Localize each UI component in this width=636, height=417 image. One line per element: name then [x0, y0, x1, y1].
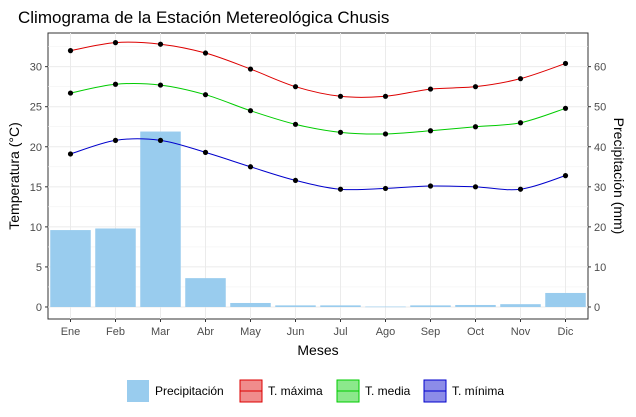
legend-key-bar	[127, 380, 149, 402]
x-tick-label: Jul	[333, 326, 347, 338]
x-tick-label: Ene	[61, 326, 81, 338]
data-point	[562, 172, 569, 179]
x-tick-label: Jun	[287, 326, 305, 338]
data-point	[337, 129, 344, 135]
y-tick-label: 30	[30, 62, 42, 74]
x-tick-label: Sep	[421, 326, 441, 338]
data-point	[517, 120, 524, 126]
x-tick-label: May	[240, 326, 261, 338]
x-tick-label: Abr	[197, 326, 214, 338]
temperature-line	[70, 41, 566, 98]
legend-label: T. mínima	[452, 384, 504, 398]
legend-label: T. media	[365, 384, 411, 398]
precipitation-bar	[500, 304, 541, 307]
chart-title: Climograma de la Estación Metereológica …	[18, 8, 389, 27]
data-point	[337, 186, 344, 192]
precipitation-bar	[320, 305, 361, 307]
legend-item: T. media	[336, 379, 411, 403]
x-tick-label: Oct	[467, 326, 484, 338]
precipitation-bar	[410, 305, 451, 307]
temperature-lines	[67, 40, 569, 192]
data-point	[427, 86, 434, 92]
data-point	[427, 128, 434, 134]
data-point	[382, 131, 389, 137]
data-point	[292, 177, 299, 184]
data-point	[517, 186, 524, 192]
data-point	[67, 48, 74, 54]
axes: 0 5 10 15 20 25 30 0 10 20 30 40 50 60 Ene Feb Mar Abr May…	[30, 62, 607, 338]
x-tick-label: Dic	[558, 326, 574, 338]
data-point	[472, 124, 479, 130]
y2-tick-label: 50	[594, 102, 606, 114]
y2-tick-label: 10	[594, 262, 606, 274]
data-point	[472, 84, 479, 90]
y2-tick-label: 0	[594, 302, 600, 314]
y-tick-label: 0	[36, 302, 42, 314]
data-point	[382, 185, 389, 192]
data-point	[517, 76, 524, 82]
data-point	[382, 93, 389, 99]
data-point	[202, 50, 209, 56]
legend-label: Precipitación	[155, 384, 224, 398]
legend-label: T. máxima	[268, 384, 323, 398]
y-tick-label: 20	[30, 142, 42, 154]
y-axis-title: Temperatura (°C)	[6, 122, 22, 230]
precipitation-bar	[365, 306, 406, 308]
data-point	[292, 121, 299, 127]
temperature-line	[70, 82, 566, 135]
x-tick-label: Feb	[106, 326, 125, 338]
precipitation-bar	[140, 131, 181, 307]
legend-item: T. mínima	[423, 379, 504, 403]
precipitation-bar	[50, 230, 91, 307]
data-point	[157, 137, 164, 143]
y2-tick-label: 20	[594, 222, 606, 234]
data-point	[157, 41, 164, 47]
precipitation-bar	[545, 292, 586, 307]
data-point	[472, 184, 479, 190]
data-point	[202, 149, 209, 155]
y2-tick-label: 30	[594, 182, 606, 194]
data-point	[247, 108, 254, 114]
data-point	[67, 90, 74, 96]
data-point	[562, 60, 569, 67]
x-axis-title: Meses	[297, 342, 338, 358]
data-point	[202, 92, 209, 98]
data-point	[562, 105, 569, 111]
data-point	[247, 66, 254, 72]
y-tick-label: 5	[36, 262, 42, 274]
precipitation-bar	[230, 302, 271, 307]
x-tick-label: Nov	[511, 326, 531, 338]
data-point	[112, 40, 119, 46]
data-point	[157, 82, 164, 88]
gridlines	[48, 33, 588, 319]
precipitation-bar	[455, 304, 496, 307]
y-tick-label: 15	[30, 182, 42, 194]
data-point	[112, 81, 119, 87]
precipitation-bar	[185, 278, 226, 307]
temperature-line	[70, 138, 566, 191]
y-tick-label: 10	[30, 222, 42, 234]
precipitation-bar	[95, 228, 136, 307]
x-tick-label: Mar	[151, 326, 170, 338]
plot-panel	[47, 32, 589, 320]
data-point	[337, 93, 344, 99]
data-point	[292, 84, 299, 90]
y-tick-label: 25	[30, 102, 42, 114]
legend-item: T. máxima	[239, 379, 323, 403]
y2-tick-label: 40	[594, 142, 606, 154]
y2-axis-title: Precipitación (mm)	[611, 118, 627, 235]
y2-tick-label: 60	[594, 62, 606, 74]
x-tick-label: Ago	[376, 326, 396, 338]
data-point	[427, 183, 434, 189]
data-point	[67, 151, 74, 157]
legend-item: Precipitación	[127, 380, 224, 402]
legend: Precipitación T. máxima T. media T. mínima	[127, 379, 504, 403]
data-point	[247, 164, 254, 170]
precipitation-bar	[275, 305, 316, 307]
data-point	[112, 137, 119, 143]
precipitation-bars	[50, 131, 586, 308]
